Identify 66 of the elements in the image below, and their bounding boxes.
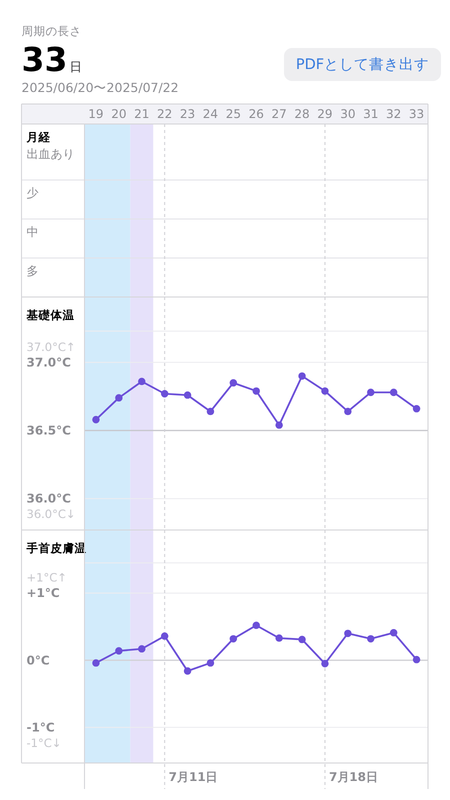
y-tick-label: 少 [26,186,38,200]
text: 基礎体温 [26,308,74,322]
y-tick-label: 多 [26,264,38,278]
text: PDFとして書き出す [296,56,430,73]
point [298,636,306,644]
x-tick-label: 19 [88,107,104,121]
x-tick-label: 29 [317,107,333,121]
y-tick-label: 中 [26,225,38,239]
text: 2025/06/20〜2025/07/22 [22,80,179,95]
y-tick-label: 37.0°C [26,355,72,370]
point [138,378,146,386]
x-tick-label: 24 [202,107,218,121]
point [275,634,283,642]
point [138,645,146,653]
x-tick-label: 32 [386,107,402,121]
point [412,656,420,664]
text: 月経 [26,130,52,144]
y-tick-label: 出血あり [26,147,74,161]
point [115,394,123,402]
x-tick-label: 21 [134,107,150,121]
y-tick-label: 0°C [26,653,50,668]
x-tick-label: 27 [272,107,287,121]
point [230,379,238,387]
point [160,390,168,398]
point [230,635,238,642]
point [115,647,123,655]
point [252,387,260,395]
y-tick-label: 36.0°C [26,492,72,506]
x-tick-label: 30 [340,107,356,121]
x-tick-label: 33 [408,107,424,121]
point [321,387,329,395]
point [367,635,374,642]
point [184,667,192,675]
y-tick-label: -1°C [26,720,55,734]
x-tick-label: 28 [294,107,310,121]
text: 37.0°C↑ [26,340,76,354]
ref-line-label: 7月11日 [168,770,218,784]
x-tick-label: 31 [363,107,378,121]
point [275,421,283,429]
text: -1°C↓ [26,736,62,750]
point [160,632,168,640]
point [344,630,352,638]
point [92,659,100,667]
point [298,372,306,380]
x-tick-label: 25 [226,107,241,121]
text: 36.0°C↓ [26,507,76,522]
text: +1°C↑ [26,570,67,585]
point [321,660,329,668]
point [206,408,214,416]
text: 周期の長さ [22,24,82,38]
point [252,622,260,630]
point [344,408,352,416]
y-tick-label: 36.5°C [26,424,72,438]
point [390,629,398,636]
x-tick-label: 23 [180,107,196,121]
point [184,391,192,399]
y-tick-label: +1°C [26,586,60,600]
point [390,388,398,396]
x-tick-label: 26 [248,107,264,121]
point [206,659,214,667]
point [367,388,374,396]
x-tick-label: 22 [157,107,172,121]
point [92,416,100,424]
x-tick-label: 20 [111,107,126,121]
ref-line-label: 7月18日 [328,770,378,784]
point [412,405,420,412]
